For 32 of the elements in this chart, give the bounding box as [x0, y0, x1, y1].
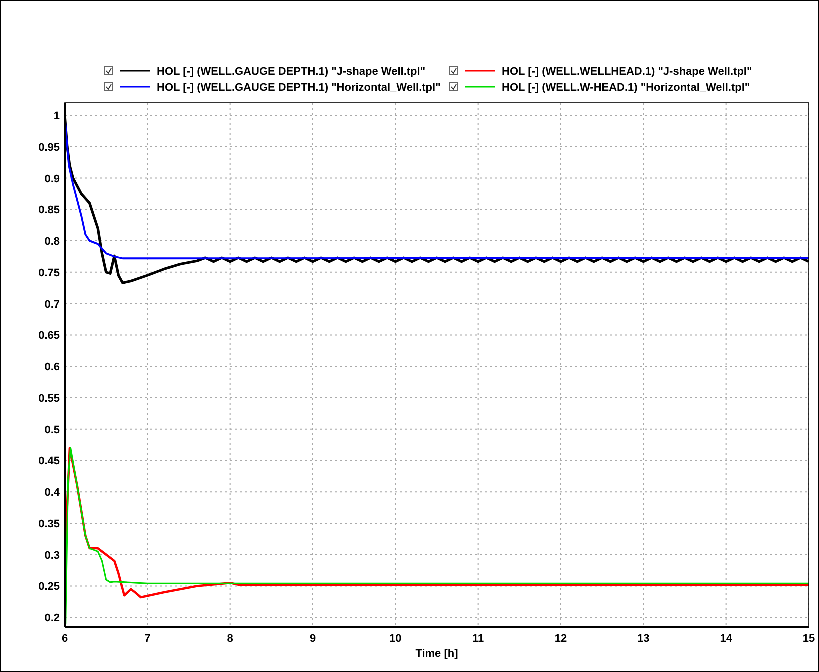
y-tick-label: 0.65: [38, 330, 60, 342]
x-tick-label: 8: [227, 633, 234, 645]
y-tick-label: 0.85: [38, 204, 60, 217]
x-tick-label: 14: [720, 633, 734, 645]
y-tick-label: 0.25: [38, 581, 60, 594]
y-tick-label: 0.7: [44, 298, 60, 311]
x-tick-label: 10: [390, 633, 402, 645]
y-tick-label: 0.35: [38, 518, 60, 530]
y-tick-label: 0.6: [44, 362, 60, 374]
y-tick-label: 0.5: [44, 424, 60, 436]
legend-label: HOL [-] (WELL.WELLHEAD.1) "J-shape Well.tpl": [502, 66, 752, 78]
y-tick-label: 0.4: [44, 487, 61, 500]
y-tick-label: 0.55: [38, 392, 60, 405]
x-tick-label: 13: [638, 633, 650, 645]
y-tick-label: 1: [54, 110, 60, 123]
y-tick-label: 0.45: [38, 456, 60, 468]
x-axis-title: Time [h]: [416, 648, 459, 660]
y-tick-label: 0.75: [38, 267, 60, 280]
x-tick-label: 15: [802, 633, 816, 645]
y-tick-label: 0.3: [44, 550, 60, 562]
x-tick-label: 9: [310, 633, 316, 645]
y-tick-label: 0.2: [44, 612, 60, 625]
x-tick-label: 7: [144, 633, 151, 645]
x-tick-label: 6: [62, 633, 68, 645]
y-tick-label: 0.9: [44, 173, 60, 186]
y-tick-label: 0.95: [38, 142, 60, 154]
legend-label: HOL [-] (WELL.W-HEAD.1) "Horizontal_Well.tpl": [502, 82, 750, 94]
legend-label: HOL [-] (WELL.GAUGE DEPTH.1) "J-shape Well.tpl": [157, 66, 426, 78]
x-tick-label: 11: [472, 633, 484, 645]
x-tick-label: 12: [554, 633, 568, 645]
legend-label: HOL [-] (WELL.GAUGE DEPTH.1) "Horizontal_Well.tpl": [157, 82, 441, 94]
y-tick-label: 0.8: [44, 236, 60, 248]
